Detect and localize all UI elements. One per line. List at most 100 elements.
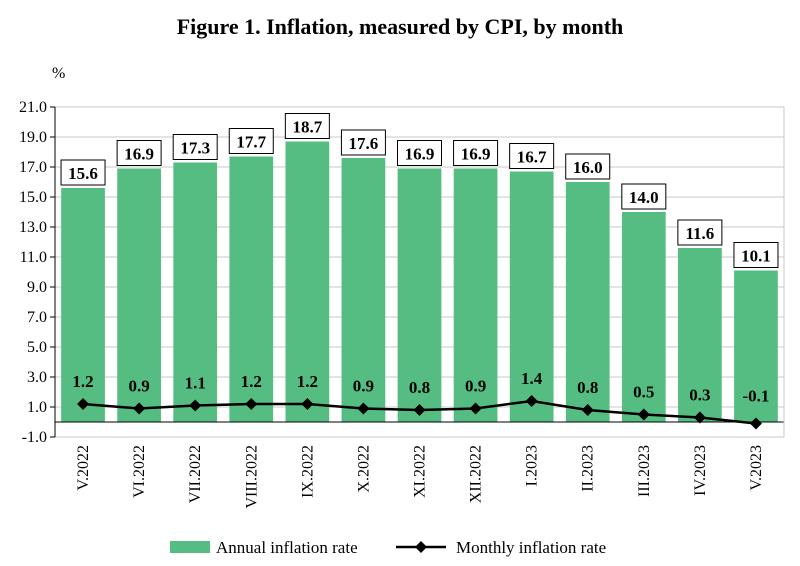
y-tick-label: 3.0	[27, 369, 47, 386]
chart-title: Figure 1. Inflation, measured by CPI, by…	[176, 14, 624, 39]
x-tick-label: III.2023	[636, 445, 653, 497]
bar-label: 16.9	[405, 145, 435, 164]
bar-label: 10.1	[741, 247, 771, 266]
x-tick-label: VIII.2022	[243, 445, 260, 509]
bar-annual	[678, 248, 722, 422]
bar-label: 15.6	[68, 164, 98, 183]
bar-label: 16.9	[124, 145, 154, 164]
bar-annual	[117, 168, 161, 422]
x-axis-ticks: V.2022 VI.2022 VII.2022 VIII.2022 IX.2022 X.2…	[75, 445, 765, 509]
legend-line-marker	[415, 541, 427, 553]
bar-label: 16.0	[573, 158, 603, 177]
x-tick-label: X.2022	[355, 445, 372, 493]
bar-annual	[621, 212, 666, 422]
line-label: 0.5	[633, 383, 654, 402]
y-tick-label: 11.0	[20, 249, 47, 266]
line-point	[637, 408, 650, 421]
bar-label-box	[60, 159, 106, 186]
y-tick-label: 13.0	[19, 219, 47, 236]
legend-monthly-label: Monthly inflation rate	[456, 538, 606, 557]
bar-annual	[173, 162, 218, 422]
bar-annual	[453, 168, 498, 422]
line-point	[581, 404, 594, 416]
y-tick-label: 19.0	[19, 129, 47, 146]
bar-label-box	[340, 129, 386, 156]
bar-series	[61, 141, 778, 422]
line-point	[301, 398, 314, 410]
bar-label: 17.6	[349, 134, 379, 153]
bar-label-box	[733, 242, 779, 268]
line-point	[245, 398, 258, 410]
bar-annual	[341, 158, 386, 422]
bar-label: 16.7	[517, 148, 547, 167]
y-tick-label: 15.0	[19, 189, 47, 206]
bar-label: 17.7	[236, 133, 266, 152]
x-tick-label: V.2022	[75, 445, 92, 491]
bar-annual	[509, 171, 554, 422]
bar-labels: 15.6 16.9 17.3 17.7 18.7 17.6 16.9 16.9 16.7 16.0…	[60, 113, 779, 268]
bar-label-box	[509, 143, 555, 169]
line-point	[133, 402, 146, 415]
line-label: 0.9	[128, 377, 149, 396]
legend: Annual inflation rate Monthly inflation …	[170, 538, 606, 557]
bar-label: 18.7	[292, 118, 322, 137]
y-tick-label: 9.0	[27, 279, 47, 296]
legend-annual-label: Annual inflation rate	[216, 538, 358, 557]
y-tick-label: 7.0	[27, 309, 47, 326]
x-tick-label: VII.2022	[187, 445, 204, 503]
x-tick-label: XI.2022	[412, 445, 429, 498]
line-label: 1.2	[72, 372, 93, 391]
y-tick-label: 5.0	[27, 339, 47, 356]
line-point	[469, 402, 482, 415]
bar-label-box	[453, 140, 499, 166]
line-point	[693, 411, 706, 424]
bar-annual	[565, 182, 610, 422]
line-label: 0.9	[465, 377, 486, 396]
y-tick-label: 1.0	[27, 399, 47, 416]
bar-label-box	[397, 140, 442, 166]
axes	[54, 107, 785, 437]
bar-label: 14.0	[629, 188, 659, 207]
line-point	[189, 399, 202, 412]
line-label: 1.1	[185, 374, 206, 393]
bar-label-box	[228, 128, 274, 154]
line-labels: 1.2 0.9 1.1 1.2 1.2 0.9 0.8 0.9 1.4 0.8 0.5 0.3 -0.1	[72, 369, 769, 406]
bar-label-box	[677, 219, 723, 246]
line-label: 0.3	[689, 386, 710, 405]
line-label: -0.1	[743, 387, 770, 406]
x-tick-label: IX.2022	[299, 445, 316, 498]
x-tick-label: I.2023	[524, 445, 541, 486]
bar-label: 11.6	[685, 224, 714, 243]
bar-annual	[285, 141, 330, 422]
bar-label-box	[116, 140, 162, 166]
line-label: 1.2	[297, 372, 318, 391]
bar-label: 17.3	[180, 139, 210, 158]
y-tick-label: 17.0	[19, 159, 47, 176]
bar-label-box	[284, 113, 330, 139]
line-series	[77, 395, 762, 430]
x-tick-label: II.2023	[580, 445, 597, 492]
x-tick-label: V.2023	[748, 445, 765, 491]
x-tick-label: IV.2023	[692, 445, 709, 496]
bar-label-box	[172, 134, 218, 160]
bar-annual	[734, 270, 778, 422]
line-point	[749, 417, 762, 430]
line-point	[413, 404, 426, 416]
x-tick-label: VI.2022	[131, 445, 148, 498]
y-axis-ticks: 21.0 19.0 17.0 15.0 13.0 11.0 9.0 7.0 5.0 3.0 1.0 -…	[19, 99, 55, 446]
line-label: 0.9	[353, 377, 374, 396]
line-label: 1.2	[241, 372, 262, 391]
bar-annual	[61, 188, 105, 422]
legend-bar-swatch	[170, 541, 210, 553]
y-axis-unit: %	[52, 65, 65, 82]
bar-label: 16.9	[461, 145, 491, 164]
line-label: 1.4	[521, 369, 543, 388]
line-label: 0.8	[577, 378, 598, 397]
bar-annual	[397, 168, 442, 422]
line-point	[77, 398, 90, 410]
line-point	[357, 402, 370, 415]
y-tick-label: 21.0	[19, 99, 47, 116]
bar-label-box	[565, 153, 611, 180]
x-tick-label: XII.2022	[468, 445, 485, 503]
